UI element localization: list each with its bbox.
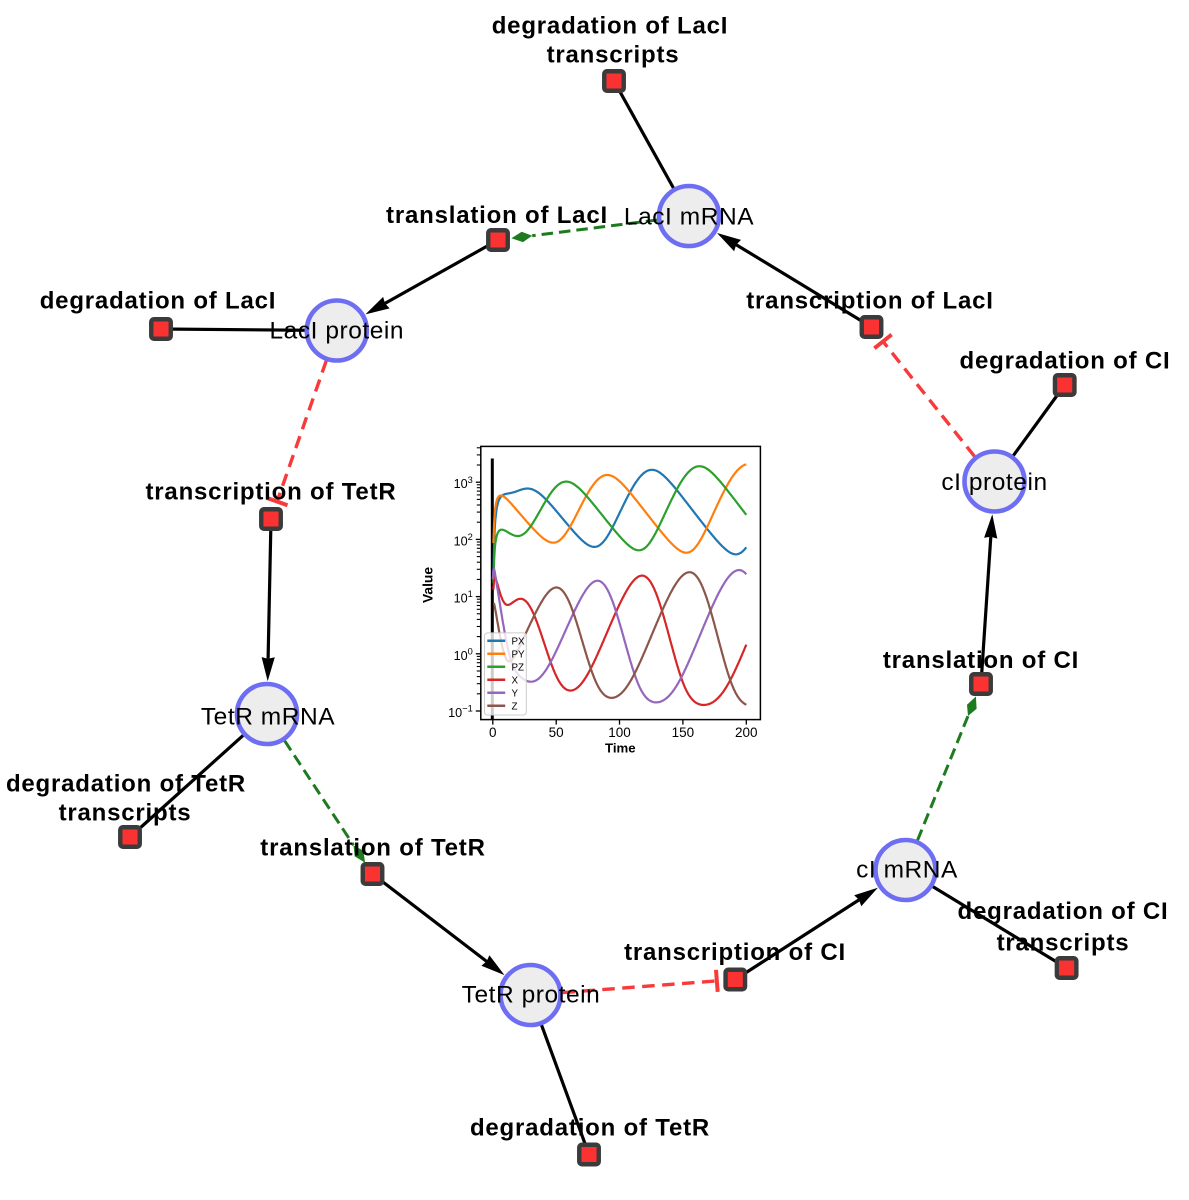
svg-text:0: 0 [489, 725, 497, 740]
svg-text:degradation of TetR: degradation of TetR [6, 771, 246, 798]
svg-text:PX: PX [512, 636, 526, 647]
svg-text:X: X [512, 675, 519, 686]
svg-text:Z: Z [512, 701, 518, 712]
svg-text:degradation of CI: degradation of CI [958, 898, 1169, 925]
svg-text:150: 150 [672, 725, 695, 740]
svg-text:Time: Time [605, 741, 636, 756]
svg-text:PZ: PZ [512, 662, 525, 673]
svg-text:PY: PY [512, 649, 526, 660]
svg-text:Value: Value [421, 567, 436, 603]
svg-text:LacI protein: LacI protein [269, 318, 404, 345]
svg-text:200: 200 [735, 725, 758, 740]
svg-text:transcription of TetR: transcription of TetR [145, 479, 396, 506]
svg-text:degradation of CI: degradation of CI [960, 348, 1171, 375]
svg-text:transcription of CI: transcription of CI [624, 939, 846, 966]
svg-text:translation of CI: translation of CI [883, 647, 1079, 674]
svg-text:100: 100 [608, 725, 631, 740]
svg-text:degradation of LacI: degradation of LacI [492, 13, 729, 40]
svg-text:Y: Y [512, 688, 519, 699]
svg-text:transcripts: transcripts [59, 800, 192, 827]
svg-text:degradation of LacI: degradation of LacI [40, 288, 277, 315]
svg-text:50: 50 [549, 725, 564, 740]
svg-text:translation of LacI: translation of LacI [386, 202, 608, 229]
svg-text:transcripts: transcripts [547, 42, 680, 69]
svg-text:transcription of LacI: transcription of LacI [746, 288, 994, 315]
svg-text:TetR mRNA: TetR mRNA [201, 704, 335, 731]
svg-text:translation of TetR: translation of TetR [260, 835, 485, 862]
svg-text:cI mRNA: cI mRNA [856, 857, 958, 884]
svg-text:cI protein: cI protein [941, 469, 1047, 496]
svg-text:LacI mRNA: LacI mRNA [624, 204, 754, 231]
svg-text:degradation of TetR: degradation of TetR [470, 1115, 710, 1142]
svg-text:transcripts: transcripts [997, 930, 1130, 957]
svg-text:TetR protein: TetR protein [462, 982, 601, 1009]
